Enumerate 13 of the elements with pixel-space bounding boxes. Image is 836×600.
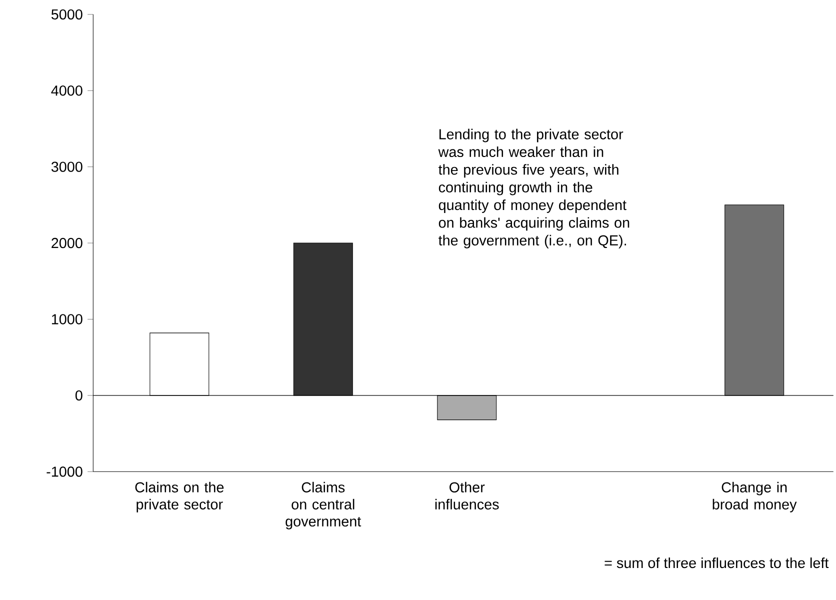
x-tick-label: Change in broad money (712, 482, 797, 512)
y-tick-label: 4000 (51, 86, 82, 96)
y-tick-label: 5000 (51, 9, 82, 20)
y-tick-label: -1000 (46, 466, 82, 477)
y-tick-label: 1000 (52, 314, 82, 324)
y-tick-label: 3000 (51, 162, 82, 172)
x-tick-label: Claims on central government (286, 482, 362, 530)
x-tick-label: Claims on the private sector (135, 482, 224, 512)
y-tick-label: 2000 (52, 238, 82, 248)
y-tick-label: 0 (75, 390, 82, 401)
annotation: Lending to the private sector was much weaker than in the previous five years, with continuing growth in the quantity of money dependent on banks' acquiring claims on the government (i.e., on QE). (438, 128, 630, 248)
x-tick-label: Other influences (435, 482, 499, 510)
text: = sum of three influences to the left (604, 557, 829, 568)
